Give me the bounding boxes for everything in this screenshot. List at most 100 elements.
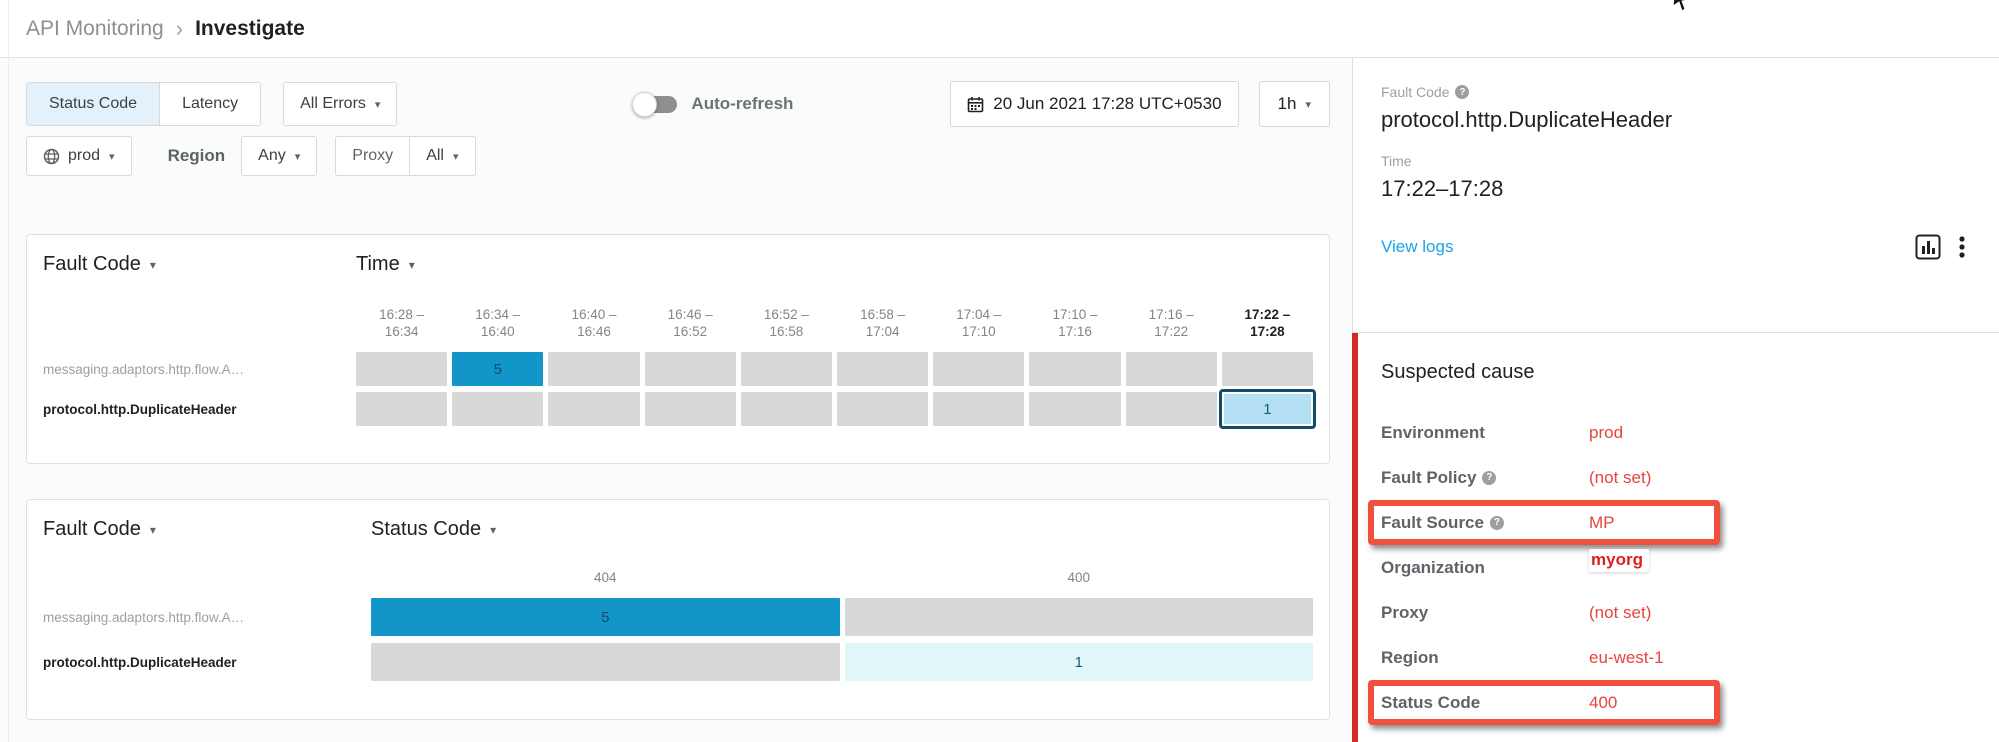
auto-refresh-toggle[interactable] [632,91,678,117]
environment-dropdown[interactable]: prod ▾ [26,136,132,176]
heatmap-cell[interactable] [933,392,1025,426]
fault-code-field-label: Fault Code [1381,84,1450,100]
cause-row-fault-source: Fault Source? MP [1368,500,1965,545]
column-header-label: 17:22 –17:28 [1244,307,1291,339]
region-dropdown[interactable]: Any ▾ [241,136,318,176]
row-dimension-dropdown-time-card[interactable]: Fault Code ▾ [43,253,156,275]
cause-label: Organization [1381,557,1485,577]
heatmap-cell[interactable] [740,392,832,426]
heatmap-cell[interactable] [356,392,448,426]
heatmap-cell[interactable] [548,392,640,426]
heatmap-cell[interactable] [644,352,736,386]
heatmap-cell[interactable] [1125,392,1217,426]
calendar-icon [967,96,984,112]
heatmap-cell[interactable] [452,392,544,426]
cause-value: 400 [1589,692,1618,712]
column-header-label: 17:16 –17:22 [1148,307,1194,339]
time-field-label: Time [1381,153,1412,169]
heatmap-cell[interactable] [644,392,736,426]
row-dimension-dropdown-status-card[interactable]: Fault Code ▾ [43,518,156,540]
heatmap-cell-selected[interactable]: 1 [1218,389,1316,429]
col-dimension-dropdown-time-card[interactable]: Time ▾ [356,253,415,275]
heatmap-cell[interactable] [844,598,1313,636]
detail-panel: Fault Code ? protocol.http.DuplicateHead… [1352,58,1999,742]
mouse-cursor [1672,0,1691,12]
breadcrumb-chevron-icon: › [175,15,184,41]
matrix-row: messaging.adaptors.http.flow.A… 5 [43,352,1313,386]
heatmap-cell[interactable]: 5 [452,352,544,386]
heatmap-cell[interactable]: 5 [371,598,840,636]
heatmap-cell[interactable] [740,352,832,386]
heatmap-cell[interactable] [836,392,929,426]
cause-value: (not set) [1589,602,1652,622]
column-header-label: 17:04 –17:10 [956,307,1002,339]
help-icon[interactable]: ? [1455,85,1470,99]
page-title: Investigate [195,16,305,40]
cause-value: prod [1589,422,1624,442]
chevron-down-icon: ▾ [452,150,459,163]
column-header-label: 16:52 –16:58 [763,307,809,339]
cause-value: myorg [1589,549,1649,572]
view-logs-link[interactable]: View logs [1381,237,1454,256]
chevron-down-icon: ▾ [490,522,497,537]
chevron-down-icon: ▾ [408,257,415,272]
tab-latency[interactable]: Latency [159,83,260,125]
heatmap-cell[interactable] [1221,352,1313,386]
datetime-picker-button[interactable]: 20 Jun 2021 17:28 UTC+0530 [950,81,1239,127]
heatmap-cell[interactable] [548,352,640,386]
toggle-knob [632,91,658,117]
heatmap-cell[interactable]: 1 [844,643,1313,681]
heatmap-cell[interactable] [1029,392,1121,426]
help-icon[interactable]: ? [1482,470,1497,485]
fault-code-value: protocol.http.DuplicateHeader [1381,107,1673,132]
heatmap-cell[interactable] [836,352,929,386]
proxy-label: Proxy [352,147,394,164]
tab-status-code[interactable]: Status Code [27,83,160,125]
suspected-cause-section: Suspected cause Environment prod Fault Pol… [1352,332,1999,742]
cause-label: Status Code [1381,692,1481,712]
proxy-dropdown[interactable]: All ▾ [409,137,474,175]
cause-row-fault-policy: Fault Policy? (not set) [1381,455,1965,500]
cause-label: Proxy [1381,602,1429,622]
column-header-label: 404 [593,570,617,585]
kebab-menu-icon[interactable] [1959,234,1965,260]
chevron-down-icon: ▾ [294,150,301,163]
status-matrix-rows: messaging.adaptors.http.flow.A… 5 protocol… [43,598,1313,681]
cause-row-proxy: Proxy (not set) [1381,590,1965,635]
cause-label: Fault Source? [1381,513,1589,533]
chevron-down-icon: ▾ [149,522,156,537]
heatmap-cell[interactable] [1029,352,1121,386]
chevron-down-icon: ▾ [374,98,381,111]
heatmap-cell[interactable] [356,352,448,386]
cause-value: MP [1589,512,1615,532]
heatmap-cell[interactable] [371,643,840,681]
all-errors-dropdown[interactable]: All Errors ▾ [283,82,398,126]
col-dimension-dropdown-status-card[interactable]: Status Code ▾ [371,518,497,540]
time-range-dropdown[interactable]: 1h ▾ [1258,81,1330,127]
fault-code-by-status-card: Fault Code ▾ Status Code ▾ 404 400 messag… [26,499,1330,720]
heatmap-cell[interactable] [933,352,1025,386]
fault-code-row-label: protocol.http.DuplicateHeader [43,654,237,670]
bar-chart-icon[interactable] [1915,234,1941,260]
status-code-header-row: 404 400 [43,569,1313,586]
breadcrumb-api-monitoring[interactable]: API Monitoring [26,16,164,40]
metric-segmented-control: Status Code Latency [26,82,262,126]
suspected-cause-rows: Environment prod Fault Policy? (not set) Fau… [1368,410,1965,725]
cause-row-environment: Environment prod [1381,410,1965,455]
heatmap-cell[interactable] [1125,352,1217,386]
matrix-row: protocol.http.DuplicateHeader 1 [43,389,1316,429]
matrix-row: protocol.http.DuplicateHeader 1 [43,643,1313,681]
investigate-main-area: Status Code Latency All Errors ▾ Auto-re… [0,58,1352,742]
help-icon[interactable]: ? [1489,515,1504,530]
matrix-row: messaging.adaptors.http.flow.A… 5 [43,598,1313,636]
column-header-label: 16:40 –16:46 [571,307,617,339]
fault-code-row-label: messaging.adaptors.http.flow.A… [43,361,245,377]
cause-row-status-code: Status Code 400 [1368,680,1965,725]
column-header-label: 16:46 –16:52 [667,307,713,339]
column-header-label: 16:28 –16:34 [379,307,425,339]
breadcrumb: API Monitoring › Investigate [0,0,1999,58]
time-range-value: 17:22–17:28 [1381,176,1504,201]
region-label: Region [167,146,226,165]
proxy-filter-group: Proxy All ▾ [335,136,476,176]
